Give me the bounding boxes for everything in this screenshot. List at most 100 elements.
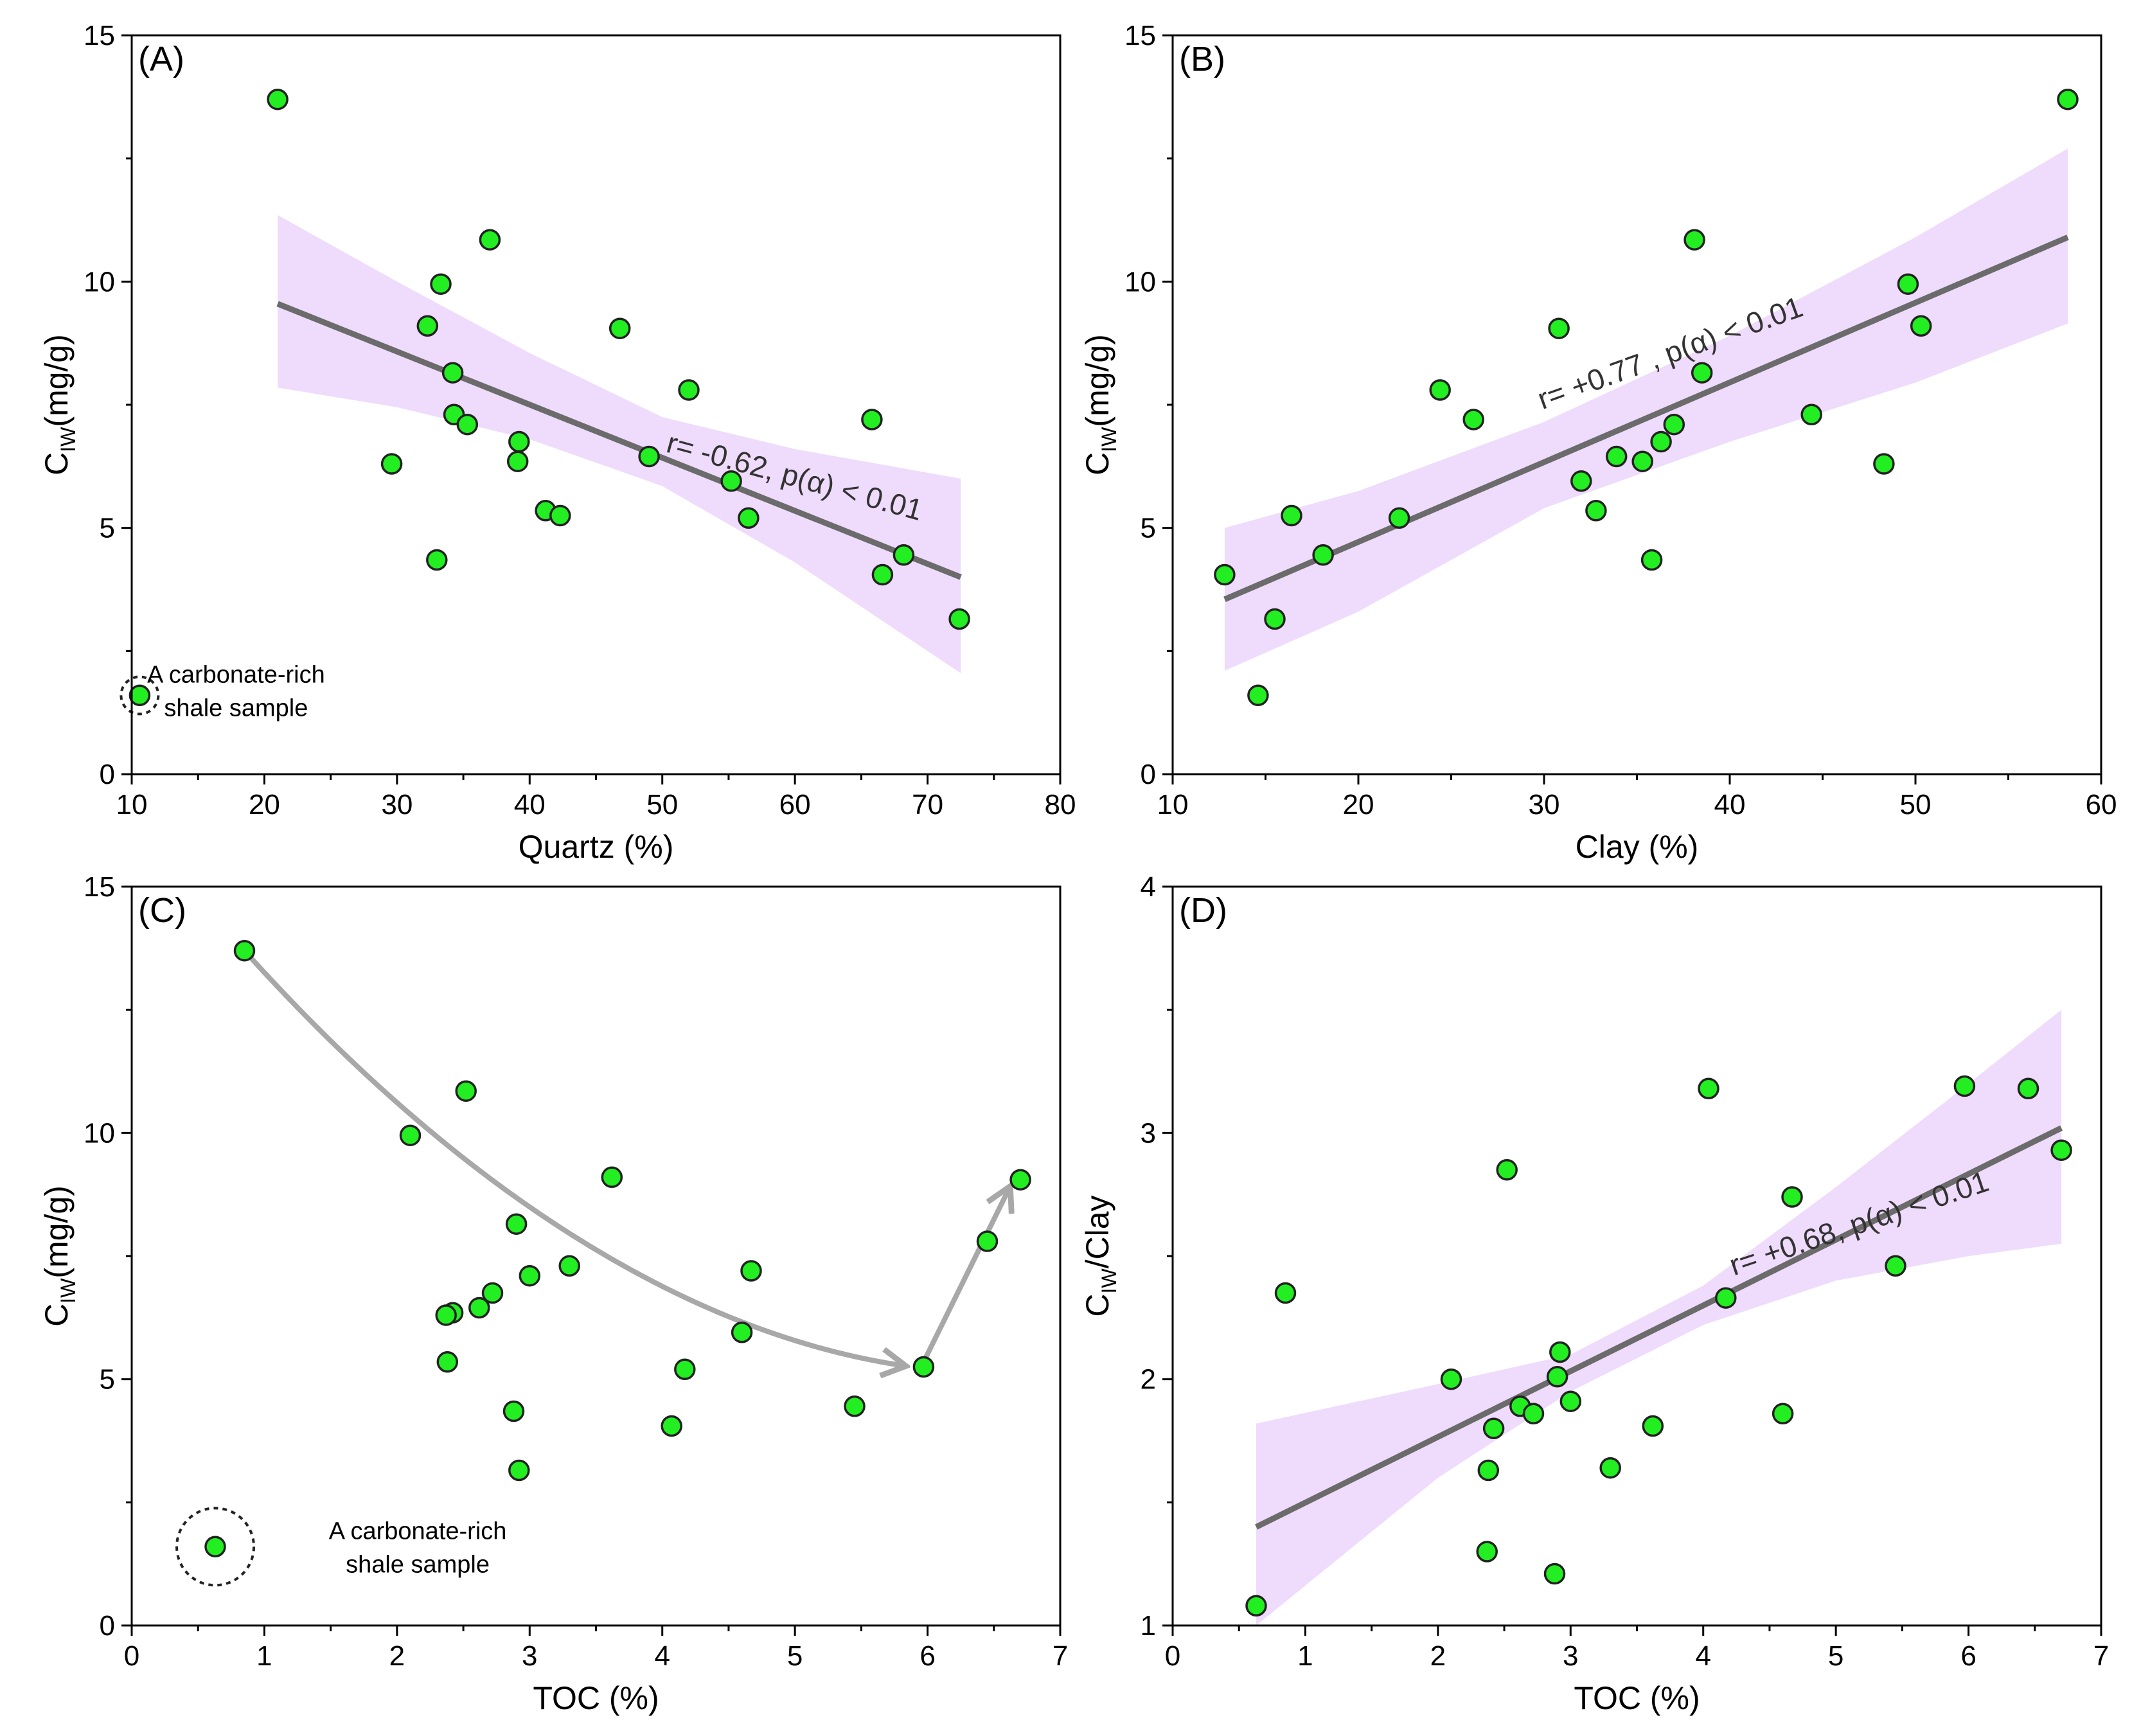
data-point [1214,563,1236,586]
x-tick-label: 0 [1165,1640,1180,1672]
data-point [1885,1255,1906,1277]
y-label-tail: (mg/g) [39,1185,75,1278]
data-point [506,450,529,472]
y-tick-label: 10 [84,1117,115,1149]
x-tick-label: 60 [779,789,811,820]
note-line-1: A carbonate-rich [329,1518,507,1545]
y-label-main: C [1079,452,1115,475]
y-label-tail: (mg/g) [39,334,75,427]
x-tick-label: 2 [1430,1640,1446,1672]
x-axis-label: TOC (%) [1574,1680,1700,1716]
y-label-subscript: IW [57,427,80,452]
y-tick-label: 1 [1141,1610,1156,1642]
y-axis-label: CIW(mg/g) [1079,334,1121,475]
data-point [601,1166,623,1189]
data-point [426,549,448,571]
x-tick-label: 20 [1343,789,1374,820]
x-tick-label: 6 [1960,1640,1976,1672]
data-point [1570,470,1592,492]
data-point [976,1230,999,1252]
data-point [1691,362,1713,384]
data-point [508,1459,530,1482]
data-point [1543,1563,1566,1585]
data-point [1640,549,1663,571]
data-point [1440,1368,1462,1390]
note-line-1: A carbonate-rich [147,661,325,688]
y-label-tail: (mg/g) [1079,334,1115,427]
data-point [861,409,883,430]
panel-label: (C) [138,891,186,930]
x-tick-label: 1 [1297,1640,1313,1672]
y-tick-label: 0 [1141,759,1156,790]
data-point [1429,379,1451,401]
y-tick-label: 2 [1141,1364,1156,1395]
x-tick-label: 50 [1900,789,1932,820]
data-point [731,1322,753,1343]
data-point [1585,500,1607,522]
trend-arrow-line [921,1187,1009,1363]
regression-line [1223,235,2069,602]
data-point [1605,445,1628,468]
data-point [1910,315,1932,337]
data-point [505,1213,528,1235]
regression-line [1255,1125,2063,1530]
data-point [1698,1077,1719,1100]
data-point [1548,317,1570,339]
data-point [508,430,530,453]
data-point [1683,229,1705,251]
data-point [1482,1417,1505,1440]
data-point [456,413,479,436]
x-tick-label: 2 [389,1640,405,1672]
data-point [481,1282,504,1304]
regression-line [276,301,962,580]
data-point [1462,409,1484,430]
x-tick-label: 60 [2086,789,2117,820]
data-point [1274,1282,1297,1304]
y-label-subscript: IW [1097,427,1121,452]
data-point [1650,430,1672,453]
data-point [399,1124,422,1146]
y-tick-label: 0 [100,1610,115,1642]
data-point [435,1304,457,1326]
data-point [1009,1169,1031,1191]
x-tick-label: 4 [1695,1640,1710,1672]
data-point [844,1395,866,1417]
x-tick-label: 20 [249,789,280,820]
data-point [430,273,452,295]
x-tick-label: 30 [1529,789,1560,820]
data-point [738,507,760,529]
x-tick-label: 3 [1563,1640,1578,1672]
data-point [740,1260,762,1282]
data-point [1781,1186,1803,1208]
y-axis-label: CIW(mg/g) [39,1185,80,1327]
highlight-circle [175,1507,256,1587]
y-tick-label: 5 [100,1364,115,1395]
x-tick-label: 7 [2093,1640,2109,1672]
data-point [1800,403,1822,426]
y-label-main: C [1079,1293,1115,1316]
data-point [609,317,631,339]
data-point [871,563,894,586]
x-tick-label: 10 [116,789,148,820]
data-point [2017,1077,2039,1100]
data-point [674,1358,696,1381]
data-point [479,229,501,251]
note-line-2: shale sample [346,1551,490,1578]
data-point [1559,1390,1582,1412]
x-tick-label: 1 [256,1640,272,1672]
data-point [1549,1341,1571,1363]
x-tick-label: 50 [646,789,678,820]
x-tick-label: 5 [1828,1640,1843,1672]
data-point [1477,1459,1500,1482]
data-point [1312,544,1334,566]
data-point [436,1351,459,1373]
panel-label: (B) [1179,40,1225,78]
data-point [204,1536,226,1558]
data-point [1663,413,1685,436]
plot-frame [130,885,1062,1627]
y-tick-label: 15 [84,871,115,903]
data-point [1264,608,1286,630]
data-point [558,1255,580,1277]
data-point [380,453,403,475]
panel-label: (D) [1179,891,1227,930]
